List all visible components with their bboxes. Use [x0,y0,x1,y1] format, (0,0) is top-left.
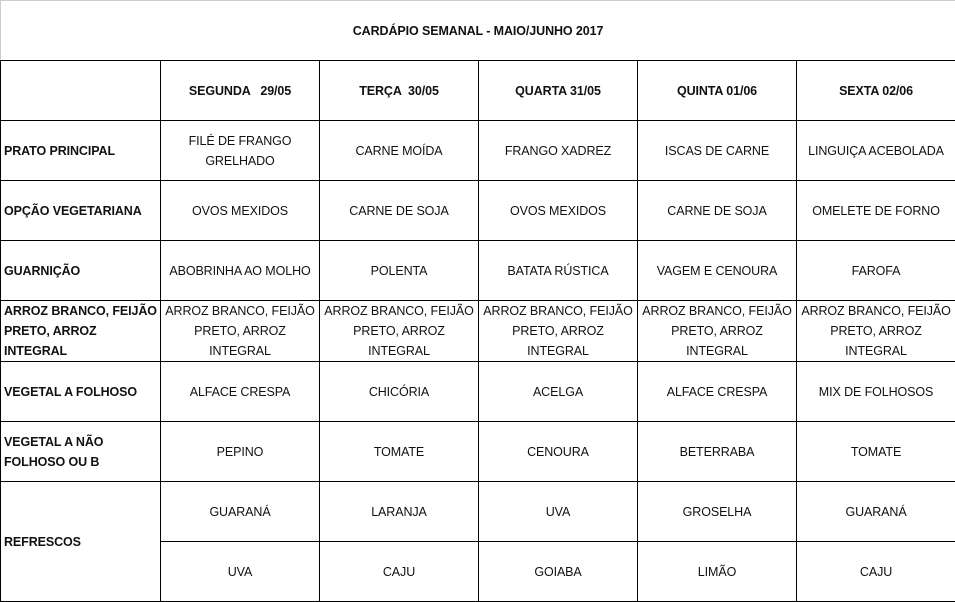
menu-cell: TOMATE [320,422,479,482]
title-row: CARDÁPIO SEMANAL - MAIO/JUNHO 2017 [1,1,955,61]
menu-cell: OVOS MEXIDOS [161,181,320,241]
menu-cell: POLENTA [320,241,479,301]
row-label: VEGETAL A FOLHOSO [1,362,161,422]
menu-cell: CAJU [320,542,479,602]
menu-cell: PEPINO [161,422,320,482]
menu-cell: GOIABA [479,542,638,602]
menu-cell: BATATA RÚSTICA [479,241,638,301]
menu-cell: VAGEM E CENOURA [638,241,797,301]
menu-cell: ARROZ BRANCO, FEIJÃO PRETO, ARROZ INTEGR… [161,301,320,362]
menu-cell: CARNE DE SOJA [320,181,479,241]
menu-cell: CAJU [797,542,955,602]
header-row: SEGUNDA 29/05 TERÇA 30/05 QUARTA 31/05 Q… [1,61,955,121]
menu-cell: ARROZ BRANCO, FEIJÃO PRETO, ARROZ INTEGR… [797,301,955,362]
menu-cell: LIMÃO [638,542,797,602]
row-label: OPÇÃO VEGETARIANA [1,181,161,241]
menu-cell: LARANJA [320,482,479,542]
menu-cell: CARNE DE SOJA [638,181,797,241]
menu-cell: ABOBRINHA AO MOLHO [161,241,320,301]
menu-cell: ISCAS DE CARNE [638,121,797,181]
menu-cell: LINGUIÇA ACEBOLADA [797,121,955,181]
row-label: REFRESCOS [1,482,161,602]
menu-cell: OVOS MEXIDOS [479,181,638,241]
row-label: PRATO PRINCIPAL [1,121,161,181]
menu-cell: ARROZ BRANCO, FEIJÃO PRETO, ARROZ INTEGR… [320,301,479,362]
menu-cell: GUARANÁ [161,482,320,542]
menu-title: CARDÁPIO SEMANAL - MAIO/JUNHO 2017 [1,1,955,61]
menu-cell: UVA [161,542,320,602]
menu-cell: GUARANÁ [797,482,955,542]
menu-cell: CARNE MOÍDA [320,121,479,181]
row-label: ARROZ BRANCO, FEIJÃO PRETO, ARROZ INTEGR… [1,301,161,362]
day-header: SEXTA 02/06 [797,61,955,121]
menu-cell: TOMATE [797,422,955,482]
menu-cell: UVA [479,482,638,542]
menu-cell: ALFACE CRESPA [638,362,797,422]
menu-cell: FRANGO XADREZ [479,121,638,181]
empty-header-cell [1,61,161,121]
menu-cell: ALFACE CRESPA [161,362,320,422]
menu-cell: OMELETE DE FORNO [797,181,955,241]
menu-cell: ACELGA [479,362,638,422]
row-label: VEGETAL A NÃO FOLHOSO OU B [1,422,161,482]
menu-row: ARROZ BRANCO, FEIJÃO PRETO, ARROZ INTEGR… [1,301,955,362]
menu-cell: GROSELHA [638,482,797,542]
menu-cell: FAROFA [797,241,955,301]
menu-cell: CENOURA [479,422,638,482]
day-header: TERÇA 30/05 [320,61,479,121]
day-header: QUARTA 31/05 [479,61,638,121]
menu-cell: MIX DE FOLHOSOS [797,362,955,422]
menu-cell: BETERRABA [638,422,797,482]
menu-cell: CHICÓRIA [320,362,479,422]
menu-cell: ARROZ BRANCO, FEIJÃO PRETO, ARROZ INTEGR… [638,301,797,362]
row-label: GUARNIÇÃO [1,241,161,301]
menu-cell: FILÉ DE FRANGO GRELHADO [161,121,320,181]
menu-cell: ARROZ BRANCO, FEIJÃO PRETO, ARROZ INTEGR… [479,301,638,362]
day-header: SEGUNDA 29/05 [161,61,320,121]
day-header: QUINTA 01/06 [638,61,797,121]
